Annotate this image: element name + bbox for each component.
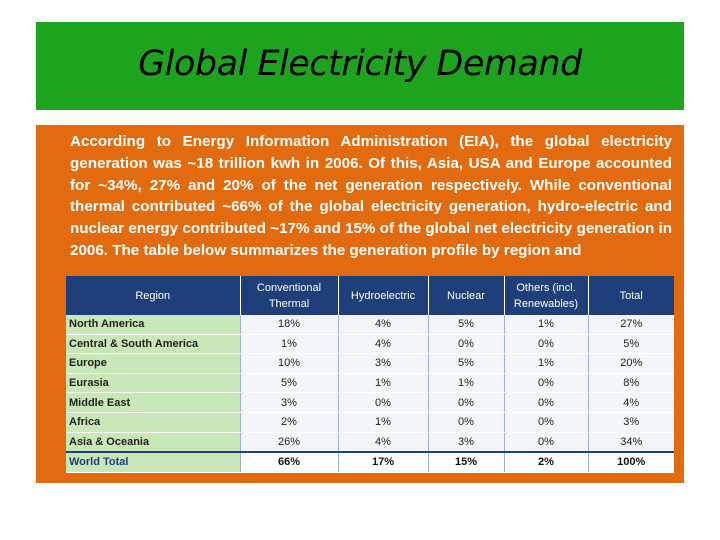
region-cell: Europe: [66, 353, 241, 374]
nuclear-cell: 1%: [428, 373, 505, 394]
thermal-cell: 2%: [240, 412, 339, 433]
column-header-hydro: Hydroelectric: [338, 276, 429, 315]
body-paragraph: According to Energy Information Administ…: [70, 133, 672, 259]
column-header-nuclear: Nuclear: [428, 276, 505, 315]
title-bar: Global Electricity Demand: [36, 22, 684, 110]
nuclear-cell: 5%: [428, 353, 505, 374]
region-cell: Central & South America: [66, 334, 241, 355]
region-cell: North America: [66, 315, 241, 335]
hydro-cell: 1%: [338, 412, 429, 433]
hydro-cell: 0%: [338, 392, 429, 413]
table-row: Central & South America 1% 4% 0% 0% 5%: [66, 334, 674, 355]
others-cell: 1%: [504, 315, 589, 335]
table-row: North America 18% 4% 5% 1% 27%: [66, 315, 674, 335]
nuclear-cell: 3%: [428, 432, 505, 453]
column-header-total: Total: [588, 276, 674, 315]
others-cell: 2%: [504, 451, 589, 473]
thermal-cell: 3%: [240, 392, 339, 413]
region-cell: Asia & Oceania: [66, 432, 241, 453]
table-header-row: Region Conventional Thermal Hydroelectri…: [66, 276, 674, 315]
thermal-cell: 18%: [240, 315, 339, 335]
thermal-cell: 1%: [240, 334, 339, 355]
region-cell: Eurasia: [66, 373, 241, 394]
column-header-thermal: Conventional Thermal: [240, 276, 339, 315]
total-cell: 4%: [588, 392, 674, 413]
total-cell: 3%: [588, 412, 674, 433]
table-row: Africa 2% 1% 0% 0% 3%: [66, 412, 674, 433]
slide-title: Global Electricity Demand: [138, 44, 582, 84]
table-row: Asia & Oceania 26% 4% 3% 0% 34%: [66, 432, 674, 453]
others-cell: 0%: [504, 373, 589, 394]
hydro-cell: 1%: [338, 373, 429, 394]
hydro-cell: 3%: [338, 353, 429, 374]
region-cell: World Total: [66, 451, 241, 473]
hydro-cell: 4%: [338, 432, 429, 453]
hydro-cell: 4%: [338, 315, 429, 335]
total-cell: 27%: [588, 315, 674, 335]
thermal-cell: 5%: [240, 373, 339, 394]
hydro-cell: 17%: [338, 451, 429, 473]
nuclear-cell: 15%: [428, 451, 505, 473]
generation-profile-table: Region Conventional Thermal Hydroelectri…: [66, 276, 674, 473]
others-cell: 0%: [504, 412, 589, 433]
thermal-cell: 10%: [240, 353, 339, 374]
column-header-others: Others (incl. Renewables): [504, 276, 589, 315]
others-cell: 0%: [504, 432, 589, 453]
thermal-cell: 26%: [240, 432, 339, 453]
table-row: Eurasia 5% 1% 1% 0% 8%: [66, 373, 674, 394]
total-cell: 34%: [588, 432, 674, 453]
total-cell: 20%: [588, 353, 674, 374]
others-cell: 1%: [504, 353, 589, 374]
table-row: Europe 10% 3% 5% 1% 20%: [66, 353, 674, 374]
nuclear-cell: 0%: [428, 412, 505, 433]
thermal-cell: 66%: [240, 451, 339, 473]
nuclear-cell: 0%: [428, 392, 505, 413]
total-cell: 5%: [588, 334, 674, 355]
table-row: Middle East 3% 0% 0% 0% 4%: [66, 392, 674, 413]
nuclear-cell: 0%: [428, 334, 505, 355]
table-total-row: World Total 66% 17% 15% 2% 100%: [66, 451, 674, 473]
total-cell: 8%: [588, 373, 674, 394]
hydro-cell: 4%: [338, 334, 429, 355]
others-cell: 0%: [504, 392, 589, 413]
others-cell: 0%: [504, 334, 589, 355]
generation-table-container: Region Conventional Thermal Hydroelectri…: [66, 276, 674, 473]
region-cell: Africa: [66, 412, 241, 433]
column-header-region: Region: [66, 276, 241, 315]
region-cell: Middle East: [66, 392, 241, 413]
total-cell: 100%: [588, 451, 674, 473]
nuclear-cell: 5%: [428, 315, 505, 335]
